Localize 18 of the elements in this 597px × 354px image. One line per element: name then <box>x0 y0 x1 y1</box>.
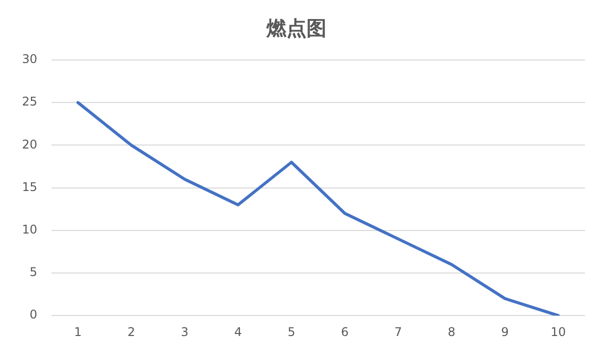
x-tick-label: 7 <box>394 324 402 339</box>
y-tick-label: 15 <box>22 180 38 194</box>
y-tick-label: 5 <box>30 265 38 280</box>
x-tick-label: 5 <box>288 324 296 339</box>
y-tick-label: 20 <box>22 137 38 152</box>
x-tick-label: 1 <box>74 324 82 339</box>
chart-title: 燃点图 <box>266 16 326 40</box>
x-tick-label: 10 <box>550 324 566 339</box>
y-tick-label: 10 <box>22 222 38 237</box>
x-tick-label: 8 <box>448 324 456 339</box>
y-tick-label: 30 <box>22 52 38 66</box>
y-tick-label: 25 <box>22 94 38 109</box>
x-tick-label: 2 <box>128 324 136 339</box>
x-tick-label: 4 <box>234 324 242 339</box>
x-tick-label: 9 <box>501 324 509 339</box>
y-tick-label: 0 <box>30 308 38 322</box>
x-tick-label: 3 <box>180 324 189 339</box>
x-tick-label: 6 <box>341 324 349 339</box>
